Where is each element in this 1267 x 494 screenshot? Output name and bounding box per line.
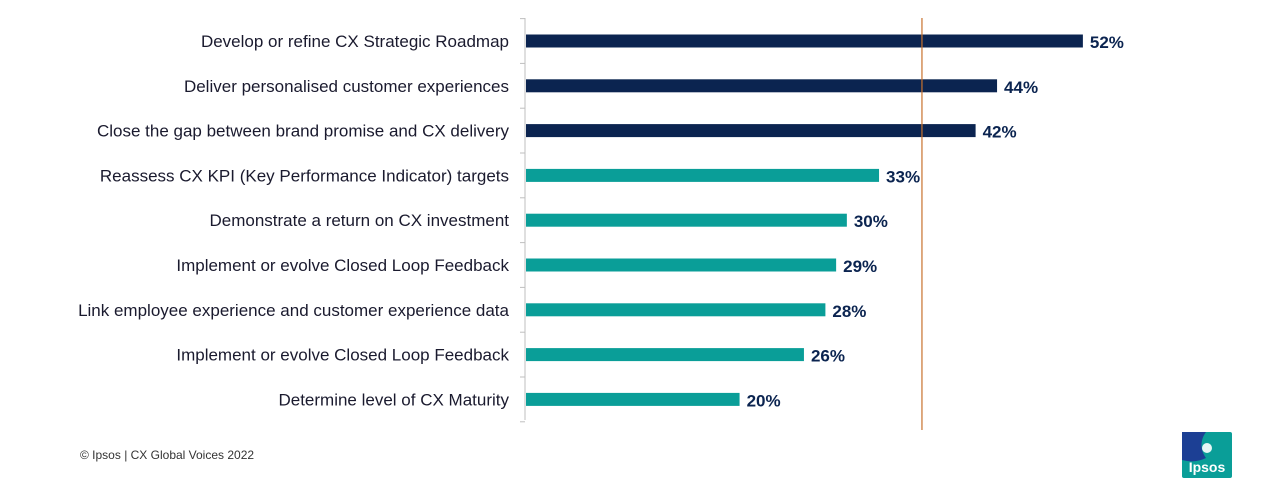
category-label: Link employee experience and customer ex…	[78, 301, 509, 320]
value-label: 20%	[747, 391, 781, 410]
category-label: Close the gap between brand promise and …	[97, 122, 510, 141]
value-label: 33%	[886, 167, 920, 186]
bar	[526, 124, 976, 138]
category-label: Deliver personalised customer experience…	[184, 77, 509, 96]
category-label: Implement or evolve Closed Loop Feedback	[176, 256, 509, 275]
bars-layer: Develop or refine CX Strategic Roadmap 52…	[78, 32, 1124, 410]
category-label: Demonstrate a return on CX investment	[209, 211, 509, 230]
value-label: 28%	[832, 302, 866, 321]
category-label: Implement or evolve Closed Loop Feedback	[176, 346, 509, 365]
bar	[526, 348, 804, 362]
bar	[526, 303, 826, 317]
footer-copyright: © Ipsos | CX Global Voices 2022	[80, 448, 255, 462]
logo-shape-icon	[1182, 432, 1232, 478]
bar	[526, 168, 880, 182]
ipsos-logo: Ipsos	[1182, 432, 1232, 478]
bar	[526, 258, 837, 272]
value-label: 44%	[1004, 78, 1038, 97]
value-label: 42%	[983, 123, 1017, 142]
logo-text: Ipsos	[1188, 459, 1226, 475]
bar	[526, 392, 740, 406]
bar	[526, 213, 847, 227]
value-label: 30%	[854, 212, 888, 231]
bar	[526, 79, 998, 93]
category-label: Reassess CX KPI (Key Performance Indicat…	[100, 166, 509, 185]
value-label: 29%	[843, 257, 877, 276]
value-label: 26%	[811, 347, 845, 366]
bar	[526, 34, 1083, 48]
category-label: Determine level of CX Maturity	[278, 390, 509, 409]
value-label: 52%	[1090, 33, 1124, 52]
category-label: Develop or refine CX Strategic Roadmap	[201, 32, 509, 51]
